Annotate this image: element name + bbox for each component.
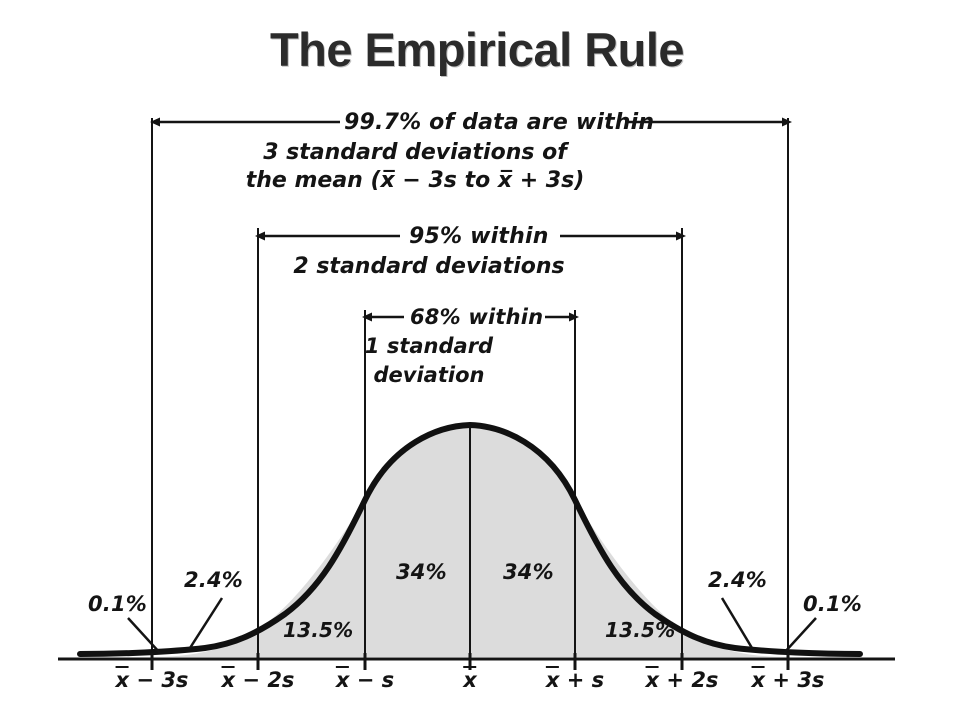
axis-label-mean-bar: x [463, 668, 477, 692]
axis-label-minus-3s-bar: x [115, 668, 130, 692]
axis-label-plus-1s-bar: x [545, 668, 560, 692]
axis-label-minus-1s-rest: − s [349, 668, 395, 692]
axis-label-plus-1s-rest: + s [559, 668, 605, 692]
annotation-997-line1: 99.7% of data are within [344, 110, 655, 135]
region-label-left-inner: 34% [396, 560, 447, 584]
axis-label-plus-3s-bar: x [751, 668, 766, 692]
axis-label-minus-3s-rest: − 3s [129, 668, 189, 692]
region-label-right-inner: 34% [503, 560, 554, 584]
region-label-right-mid: 13.5% [605, 618, 676, 642]
annotation-68-line2: 1 standard [364, 334, 494, 358]
leader-right-tail [783, 617, 817, 654]
annotation-95-line1: 95% within [409, 224, 549, 249]
axis-label-plus-2s: x + 2s [646, 668, 719, 692]
axis-label-minus-2s-rest: − 2s [235, 668, 295, 692]
leader-left-outer [188, 597, 224, 649]
callout-leader-lines [127, 597, 817, 654]
axis-label-plus-2s-rest: + 2s [659, 668, 719, 692]
axis-label-minus-1s-bar: x [335, 668, 350, 692]
annotation-68-line3: deviation [373, 363, 485, 387]
sigma-gridlines [151, 118, 789, 659]
axis-label-minus-2s-bar: x [221, 668, 236, 692]
annotation-68-line1: 68% within [410, 305, 544, 329]
annotation-997-line3: the mean (x̅ − 3s to x̅ + 3s) [245, 168, 585, 193]
x-axis [58, 653, 895, 670]
axis-label-plus-2s-bar: x [645, 668, 660, 692]
region-label-right-outer: 2.4% [708, 568, 768, 592]
leader-right-outer [720, 597, 754, 649]
axis-ticks [150, 653, 790, 670]
region-label-right-tail: 0.1% [803, 592, 863, 616]
axis-label-minus-2s: x − 2s [222, 668, 295, 692]
region-label-left-tail: 0.1% [88, 592, 148, 616]
bell-curve-outline [77, 421, 863, 657]
annotation-997-line2: 3 standard deviations of [263, 140, 567, 165]
axis-label-minus-3s: x − 3s [116, 668, 189, 692]
leader-left-tail [127, 617, 161, 654]
axis-label-plus-3s: x + 3s [752, 668, 825, 692]
axis-label-mean: x [463, 668, 477, 692]
region-label-left-outer: 2.4% [184, 568, 244, 592]
axis-label-plus-3s-rest: + 3s [765, 668, 825, 692]
region-label-left-mid: 13.5% [283, 618, 354, 642]
axis-label-plus-1s: x + s [546, 668, 604, 692]
annotation-95-line2: 2 standard deviations [293, 254, 565, 279]
page-title: The Empirical Rule [269, 23, 685, 76]
axis-label-minus-1s: x − s [336, 668, 394, 692]
